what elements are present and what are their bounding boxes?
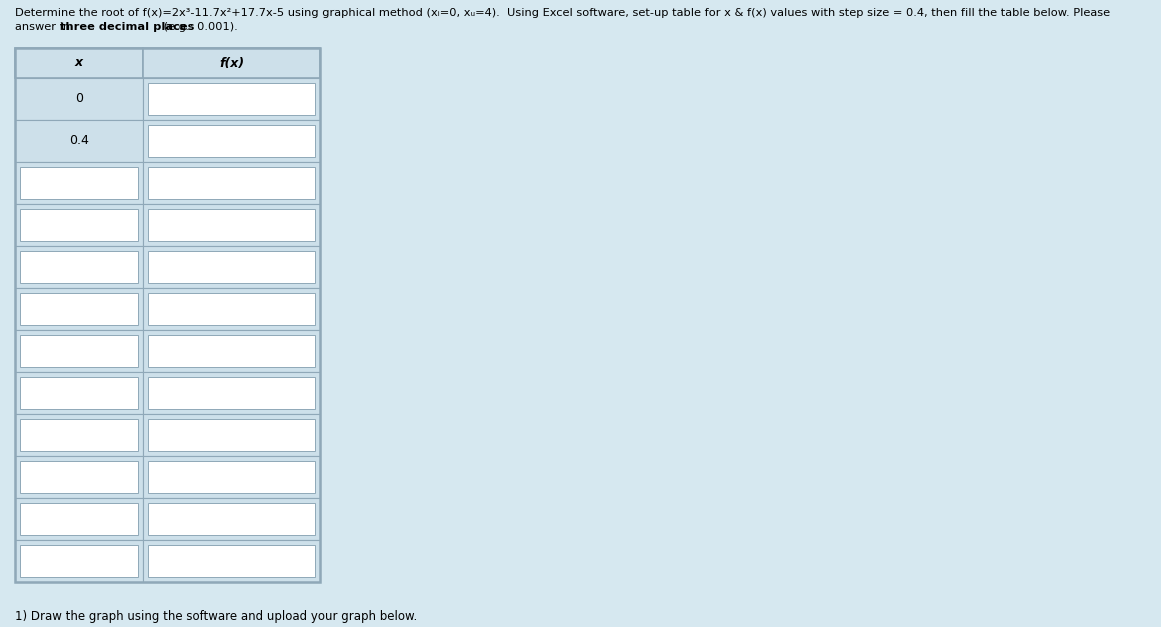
Bar [15,120,143,162]
Text: 1) Draw the graph using the software and upload your graph below.: 1) Draw the graph using the software and… [15,610,417,623]
Bar [143,204,320,246]
Bar [20,335,138,367]
Bar [143,456,320,498]
Bar [20,503,138,535]
Bar [20,461,138,493]
Bar [143,162,320,204]
Text: f(x): f(x) [219,56,244,70]
Bar [143,246,320,288]
Bar [149,293,315,325]
Text: (e.g.: 0.001).: (e.g.: 0.001). [160,22,238,32]
Text: Determine the root of f(x)=2x³-11.7x²+17.7x-5 using graphical method (xᵢ=0, xᵤ=4: Determine the root of f(x)=2x³-11.7x²+17… [15,8,1110,18]
Bar [143,78,320,120]
Bar [15,48,143,78]
Bar [143,540,320,582]
Bar [143,330,320,372]
Bar [149,419,315,451]
Bar [15,162,143,204]
Text: 0: 0 [75,93,84,105]
Bar [149,461,315,493]
Bar [15,204,143,246]
Bar [149,167,315,199]
Bar [20,545,138,577]
Bar [143,288,320,330]
Bar [143,120,320,162]
Bar [15,540,143,582]
Text: answer in: answer in [15,22,74,32]
Bar [149,251,315,283]
Bar [143,414,320,456]
Bar [149,545,315,577]
Bar [149,209,315,241]
Bar [149,83,315,115]
Bar [149,125,315,157]
Bar [143,372,320,414]
Bar [149,377,315,409]
Bar [15,330,143,372]
Text: three decimal places: three decimal places [60,22,195,32]
Bar [20,209,138,241]
Bar [15,456,143,498]
Bar [149,335,315,367]
Bar [15,288,143,330]
Bar [20,293,138,325]
Bar [149,503,315,535]
Bar [15,372,143,414]
Text: 0.4: 0.4 [70,135,89,147]
Bar [143,498,320,540]
Bar [20,167,138,199]
Text: x: x [75,56,84,70]
Bar [143,48,320,78]
Bar [20,419,138,451]
Bar [15,246,143,288]
Bar [20,377,138,409]
Bar [20,251,138,283]
Bar [15,498,143,540]
Bar [15,78,143,120]
Bar [15,414,143,456]
Bar [15,48,320,582]
